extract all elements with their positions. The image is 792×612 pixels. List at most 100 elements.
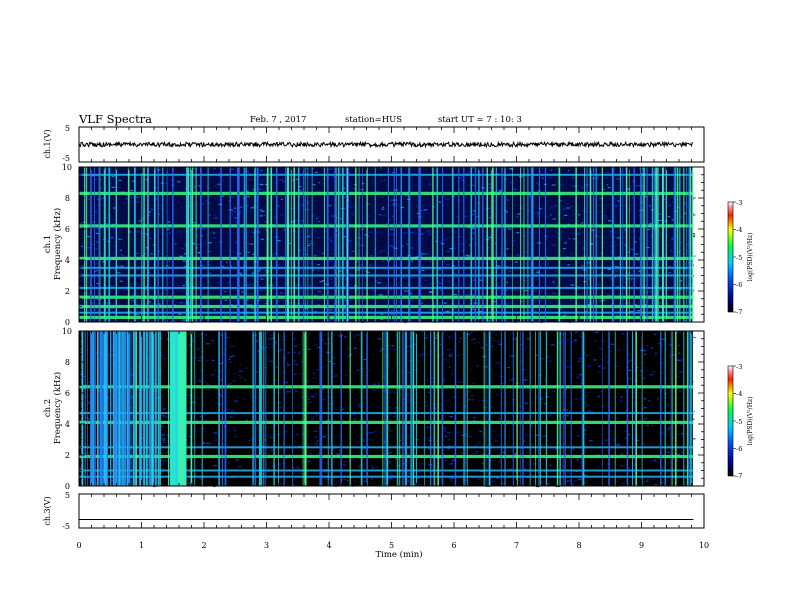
spectrogram-noise: [480, 311, 484, 313]
spectrogram-noise: [689, 259, 693, 261]
spectrogram-noise: [192, 276, 196, 278]
spectrogram-noise: [620, 453, 624, 455]
spectrogram-noise: [202, 228, 205, 230]
spectrogram-noise: [509, 355, 514, 357]
spectrogram-noise: [201, 302, 204, 304]
spectrogram-noise: [563, 227, 566, 229]
ch1-ytick-2: 2: [65, 287, 70, 296]
spectrogram-noise: [295, 250, 297, 252]
spectrogram-noise: [609, 449, 612, 451]
spectrogram-noise: [227, 462, 230, 464]
spectrogram-noise: [399, 460, 403, 462]
spectrogram-noise: [196, 190, 200, 192]
spectrogram-noise: [112, 214, 115, 216]
spectrogram-noise: [271, 449, 273, 451]
spectrogram-noise: [606, 449, 610, 451]
spectrogram-noise: [275, 344, 278, 346]
spectrogram-noise: [358, 406, 361, 408]
spectrogram-noise: [99, 198, 102, 200]
spectrogram-noise: [513, 453, 518, 455]
spectrogram-noise: [650, 176, 652, 178]
spectrogram-noise: [225, 292, 230, 295]
spectrogram-noise: [601, 299, 606, 301]
spectrogram-noise: [92, 302, 94, 304]
spectrogram-noise: [116, 249, 121, 251]
sferic-line: [593, 167, 595, 322]
spectrogram-noise: [427, 302, 430, 304]
spectrogram-noise: [117, 186, 122, 188]
spectrogram-noise: [352, 207, 356, 209]
spectrogram-noise: [431, 351, 436, 353]
spectrogram-noise: [254, 340, 259, 342]
spectrogram-noise: [490, 436, 492, 438]
spectrogram-noise: [146, 228, 148, 230]
frequency-band: [79, 173, 694, 176]
spectrogram-noise: [424, 302, 427, 304]
spectrogram-noise: [216, 281, 220, 283]
spectrogram-noise: [579, 415, 582, 417]
spectrogram-noise: [547, 320, 551, 322]
spectrogram-noise: [121, 307, 125, 309]
spectrogram-noise: [416, 439, 419, 441]
spectrogram-noise: [433, 282, 436, 284]
spectrogram-noise: [647, 462, 650, 464]
spectrogram-noise: [154, 237, 157, 239]
spectrogram-noise: [501, 460, 503, 462]
spectrogram-noise: [221, 179, 225, 181]
spectrogram-noise: [570, 284, 575, 286]
spectrogram-noise: [180, 235, 183, 237]
spectrogram-noise: [92, 221, 96, 223]
spectrogram-noise: [113, 245, 117, 247]
spectrogram-noise: [580, 319, 582, 321]
spectrogram-noise: [391, 181, 396, 183]
sferic-line: [154, 167, 156, 322]
spectrogram-noise: [652, 371, 655, 373]
spectrogram-noise: [213, 309, 216, 311]
sferic-line: [520, 167, 522, 322]
spectrogram-noise: [648, 451, 651, 453]
spectrogram-noise: [148, 207, 153, 209]
spectrogram-noise: [420, 463, 424, 465]
spectrogram-noise: [169, 241, 172, 243]
spectrogram-noise: [163, 439, 167, 441]
spectrogram-noise: [421, 206, 424, 208]
spectrogram-noise: [197, 319, 201, 321]
spectrogram-noise: [128, 299, 132, 301]
spectrogram-noise: [333, 357, 335, 359]
spectrogram-noise: [246, 435, 249, 437]
spectrogram-noise: [422, 353, 426, 356]
spectrogram-noise: [94, 483, 99, 486]
spectrogram-noise: [576, 376, 579, 378]
spectrogram-noise: [111, 414, 113, 416]
spectrogram-noise: [135, 303, 139, 305]
spectrogram-noise: [166, 350, 168, 352]
spectrogram-noise: [459, 243, 464, 245]
spectrogram-noise: [451, 373, 454, 376]
spectrogram-noise: [353, 418, 357, 420]
spectrogram-noise: [584, 277, 588, 279]
spectrogram-noise: [265, 346, 270, 349]
spectrogram-noise: [379, 167, 382, 169]
spectrogram-noise: [143, 291, 147, 293]
spectrogram-noise: [424, 343, 428, 345]
spectrogram-noise: [167, 459, 169, 461]
spectrogram-noise: [650, 478, 655, 480]
spectrogram-noise: [393, 407, 398, 409]
spectrogram-noise: [544, 235, 549, 237]
spectrogram-noise: [440, 278, 443, 280]
spectrogram-noise: [331, 309, 333, 311]
spectrogram-noise: [294, 205, 297, 207]
spectrogram-noise: [231, 196, 234, 198]
spectrogram-noise: [213, 432, 217, 434]
spectrogram-noise: [646, 417, 648, 419]
spectrogram-noise: [369, 340, 374, 342]
spectrogram-noise: [408, 337, 411, 339]
spectrogram-noise: [91, 276, 96, 278]
sferic-line: [307, 167, 309, 322]
spectrogram-noise: [138, 266, 140, 268]
spectrogram-noise: [418, 484, 421, 486]
spectrogram-noise: [293, 351, 296, 353]
spectrogram-noise: [373, 229, 377, 231]
spectrogram-noise: [289, 450, 292, 452]
